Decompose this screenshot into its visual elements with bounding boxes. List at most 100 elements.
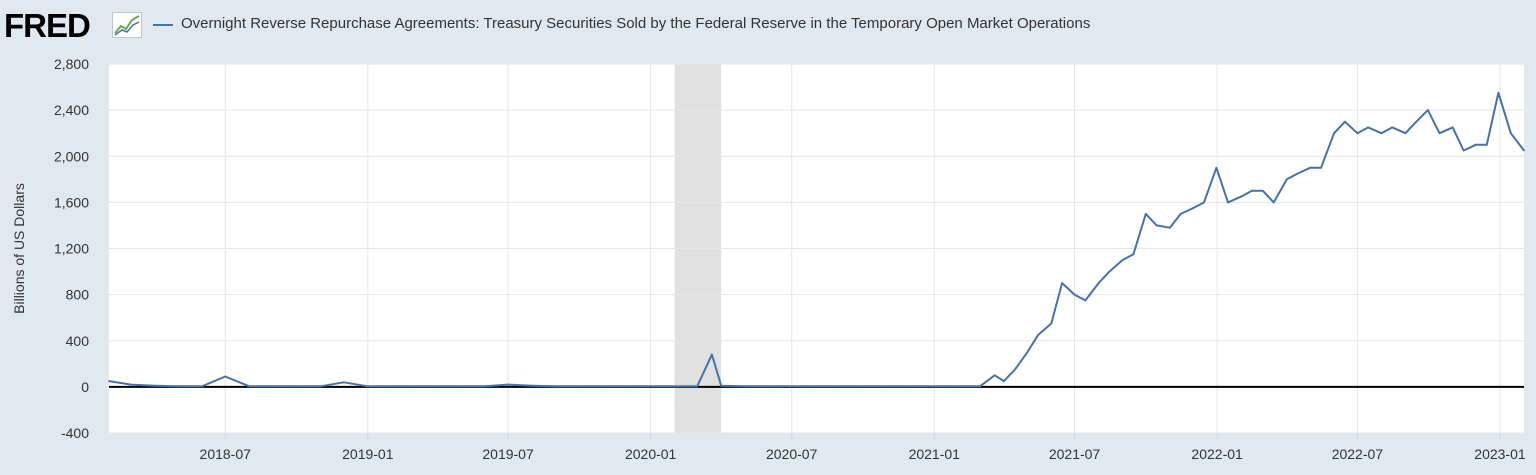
- data-point: [1003, 380, 1005, 383]
- x-tick-label: 2019-01: [342, 446, 394, 462]
- data-point: [1391, 126, 1394, 129]
- data-point: [1061, 282, 1064, 284]
- data-point: [1415, 120, 1418, 123]
- legend-series-label[interactable]: Overnight Reverse Repurchase Agreements:…: [181, 15, 1091, 32]
- x-tick-label: 2020-07: [766, 446, 818, 462]
- data-point: [1037, 334, 1040, 336]
- data-point: [1121, 259, 1124, 261]
- data-point: [153, 384, 156, 387]
- data-point: [1108, 270, 1111, 273]
- data-point: [342, 381, 345, 384]
- data-point: [390, 385, 393, 388]
- data-point: [993, 374, 996, 377]
- data-point: [1144, 213, 1147, 215]
- data-point: [507, 383, 509, 386]
- data-point: [1179, 213, 1182, 215]
- data-point: [1523, 149, 1525, 152]
- data-point: [555, 385, 558, 388]
- data-point: [1097, 282, 1100, 284]
- data-point: [1475, 143, 1477, 146]
- data-point: [720, 384, 723, 387]
- data-point: [319, 385, 322, 388]
- data-point: [1026, 351, 1029, 354]
- data-point: [1192, 207, 1195, 210]
- data-point: [129, 383, 132, 386]
- chart-header: FRED Overnight Reverse Repurchase Agreem…: [0, 0, 1536, 52]
- y-tick-label: -400: [61, 425, 89, 441]
- data-point: [1367, 126, 1370, 129]
- data-point: [412, 385, 415, 388]
- data-point: [1320, 166, 1322, 169]
- data-point: [790, 385, 793, 388]
- data-point: [177, 385, 179, 388]
- data-point: [272, 385, 275, 388]
- data-point: [531, 384, 534, 387]
- data-point: [1438, 132, 1441, 135]
- data-point: [578, 385, 581, 388]
- data-point: [1309, 166, 1312, 169]
- y-tick-label: 800: [66, 287, 90, 303]
- data-point: [696, 385, 699, 388]
- data-point: [1356, 132, 1359, 135]
- data-point: [1168, 226, 1171, 229]
- x-tick-label: 2021-01: [909, 446, 961, 462]
- y-tick-label: 1,600: [54, 194, 89, 210]
- data-point: [1462, 149, 1465, 152]
- line-graph-icon: [112, 12, 142, 38]
- x-tick-label: 2019-07: [482, 446, 534, 462]
- y-tick-label: 2,400: [54, 102, 89, 118]
- data-point: [459, 385, 462, 388]
- data-point: [1050, 322, 1053, 325]
- data-point: [436, 385, 439, 388]
- x-tick-label: 2018-07: [200, 446, 252, 462]
- data-point: [1509, 132, 1512, 135]
- data-point: [1013, 368, 1016, 371]
- data-point: [1203, 201, 1205, 204]
- data-point: [1285, 178, 1288, 181]
- data-point: [108, 380, 110, 383]
- data-point: [1155, 224, 1158, 227]
- data-point: [1261, 189, 1264, 192]
- legend-series-swatch: [153, 24, 173, 26]
- data-point: [862, 385, 864, 388]
- data-point: [1380, 132, 1383, 135]
- data-point: [673, 385, 676, 388]
- data-point: [1073, 293, 1076, 296]
- data-point: [1427, 109, 1429, 112]
- fred-logo[interactable]: FRED: [4, 7, 91, 44]
- data-point: [649, 385, 652, 388]
- data-point: [710, 353, 713, 356]
- data-point: [602, 385, 605, 388]
- data-point: [1227, 201, 1229, 204]
- y-tick-label: 2,000: [54, 148, 89, 164]
- data-point: [1132, 253, 1135, 256]
- x-tick-label: 2022-01: [1191, 446, 1243, 462]
- data-point: [295, 385, 298, 388]
- data-point: [814, 385, 817, 388]
- data-point: [1344, 120, 1346, 123]
- data-point: [248, 385, 251, 388]
- data-point: [1497, 91, 1500, 94]
- data-point: [1251, 189, 1253, 192]
- data-point: [957, 385, 960, 388]
- y-axis-label: Billions of US Dollars: [11, 183, 27, 314]
- data-point: [1272, 201, 1275, 204]
- y-tick-label: 400: [66, 333, 90, 349]
- x-tick-label: 2023-01: [1474, 446, 1526, 462]
- x-tick-label: 2020-01: [625, 446, 677, 462]
- data-point: [1215, 166, 1218, 169]
- x-tick-label: 2022-07: [1332, 446, 1384, 462]
- data-point: [933, 385, 936, 388]
- data-point: [1333, 132, 1336, 135]
- data-point: [224, 375, 227, 378]
- data-point: [1451, 126, 1454, 129]
- data-point: [1296, 172, 1299, 175]
- y-tick-label: 1,200: [54, 241, 89, 257]
- data-point: [201, 385, 203, 388]
- data-point: [366, 385, 369, 388]
- y-tick-label: 0: [81, 379, 89, 395]
- data-point: [979, 385, 981, 388]
- data-point: [1240, 195, 1243, 198]
- data-point: [743, 385, 746, 388]
